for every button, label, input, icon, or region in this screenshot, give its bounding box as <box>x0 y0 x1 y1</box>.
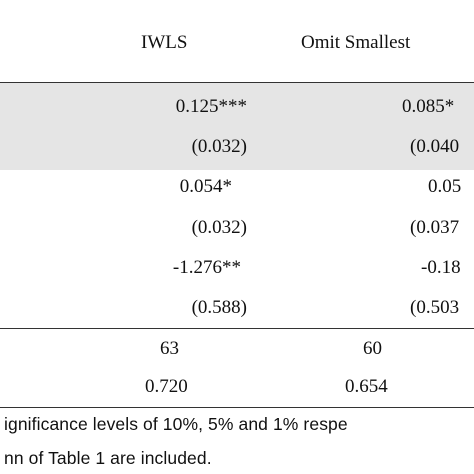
table-cell: 63 <box>160 338 179 359</box>
table-cell: (0.503 <box>410 297 460 318</box>
column-header-omit-smallest: Omit Smallest <box>301 32 411 53</box>
table-cell: (0.032) <box>191 217 247 238</box>
header-rule <box>0 82 474 83</box>
table-cell: 0.05 <box>428 176 462 197</box>
column-header-iwls: IWLS <box>141 32 188 53</box>
table-note: ignificance levels of 10%, 5% and 1% res… <box>4 414 348 434</box>
table-note: nn of Table 1 are included. <box>4 448 212 468</box>
table-cell: 0.125*** <box>175 96 247 117</box>
table-cell: (0.040 <box>410 136 460 157</box>
stats-rule <box>0 328 474 329</box>
table-cell: -1.276** <box>172 257 241 278</box>
table-cell: 60 <box>363 338 382 359</box>
table-cell: 0.654 <box>345 376 388 397</box>
shaded-row-band <box>0 83 474 170</box>
table-cell: -0.18 <box>421 257 461 278</box>
bottom-rule <box>0 407 474 408</box>
table-cell: 0.085* <box>402 96 455 117</box>
table-cell: 0.720 <box>145 376 188 397</box>
table-cell: (0.588) <box>191 297 247 318</box>
table-cell: (0.037 <box>410 217 460 238</box>
table-cell: 0.054* <box>179 176 232 197</box>
table-cell: (0.032) <box>191 136 247 157</box>
